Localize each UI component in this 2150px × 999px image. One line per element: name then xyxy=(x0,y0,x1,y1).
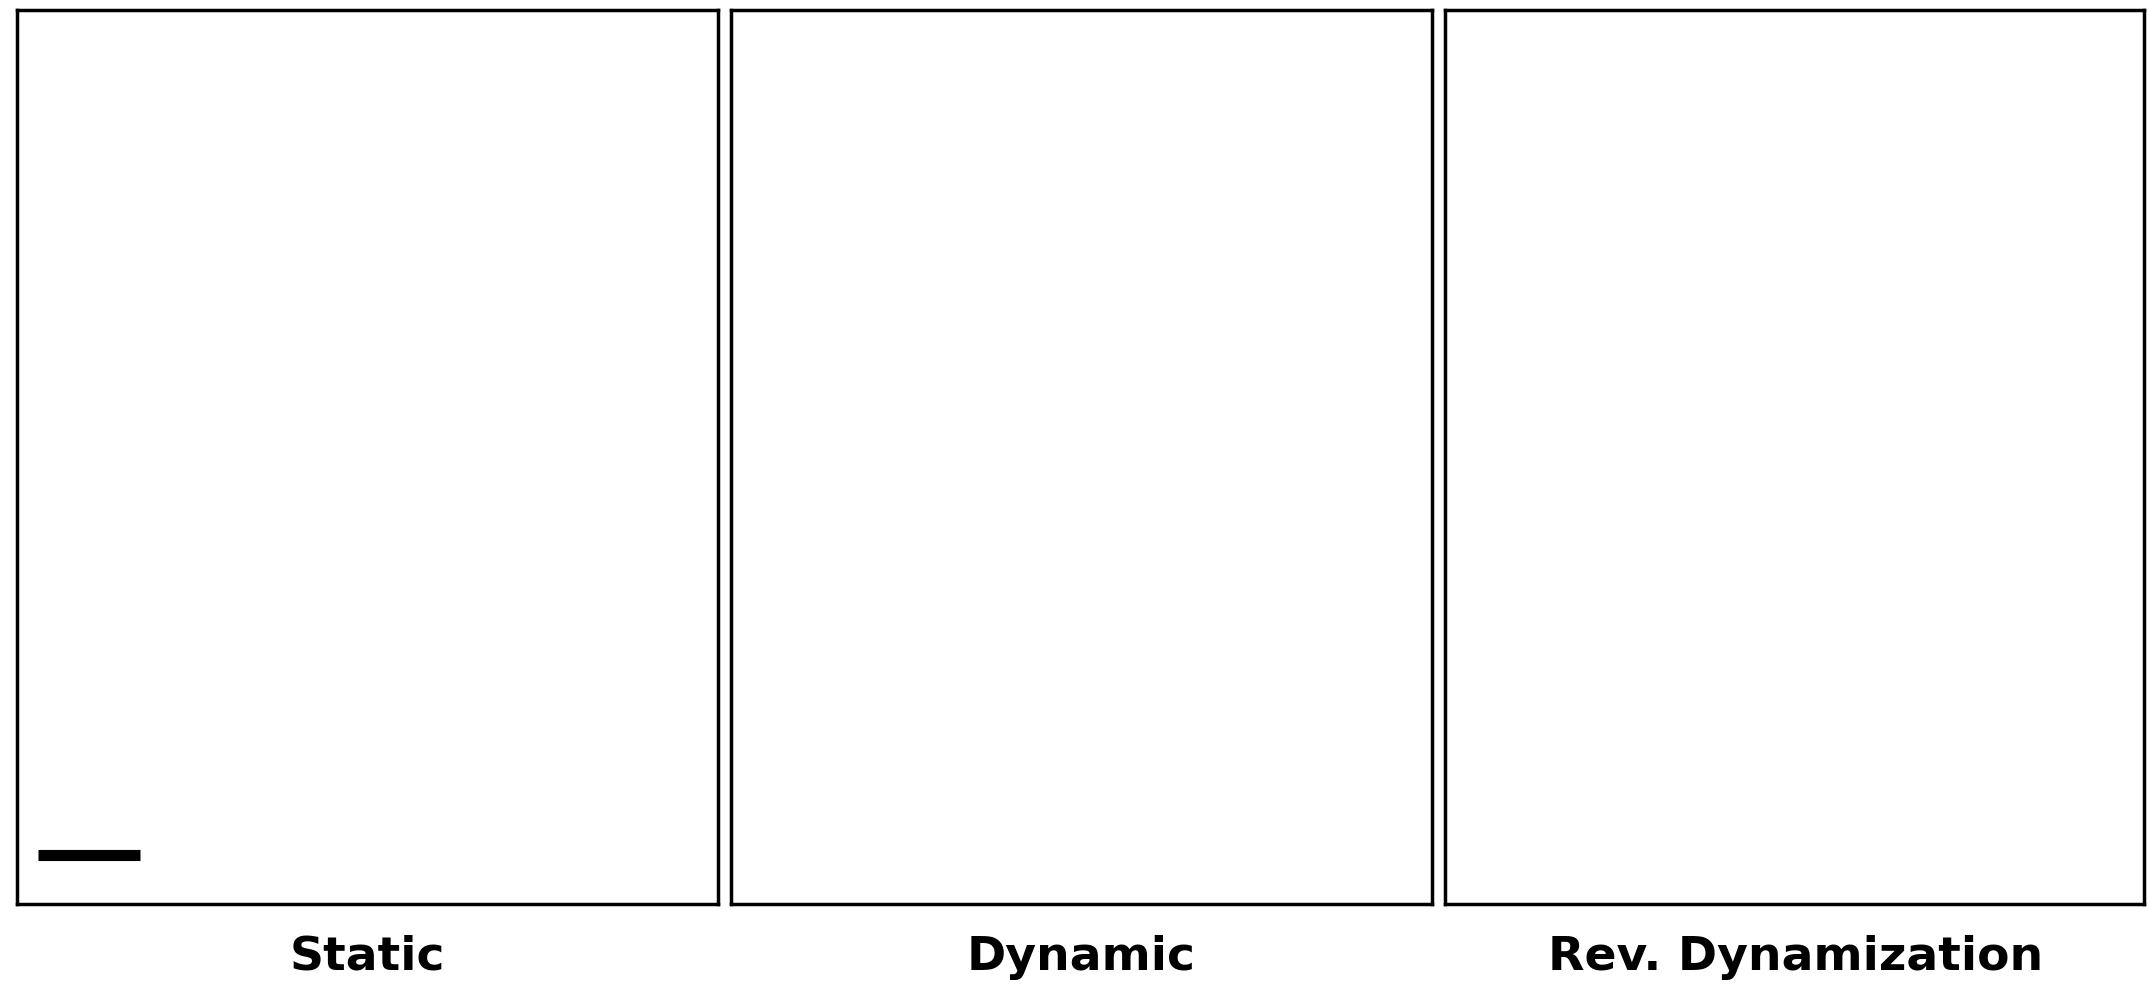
Text: Static: Static xyxy=(290,934,445,980)
Text: Rev. Dynamization: Rev. Dynamization xyxy=(1548,934,2042,980)
Text: Dynamic: Dynamic xyxy=(968,934,1195,980)
